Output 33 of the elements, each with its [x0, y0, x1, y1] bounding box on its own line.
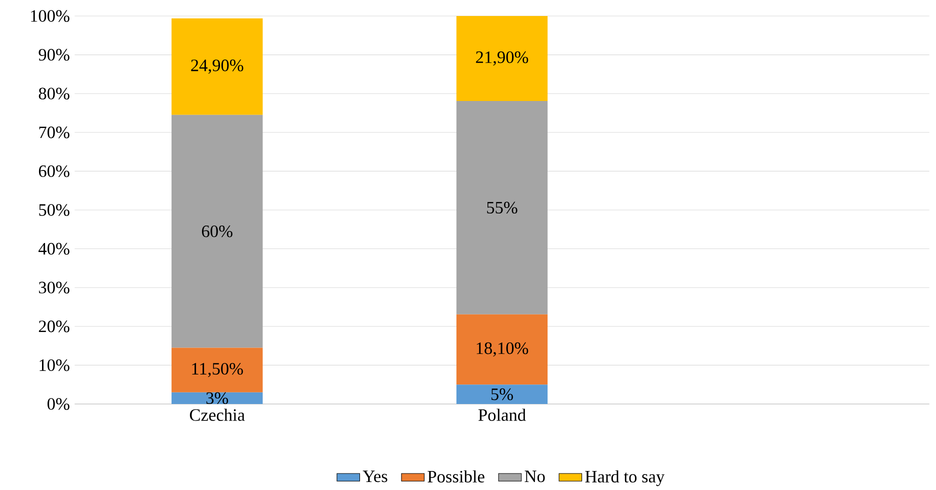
y-tick-label: 60% — [38, 165, 70, 178]
bar — [456, 384, 548, 404]
data-label: 18,10% — [476, 342, 528, 357]
legend-label: Possible — [428, 470, 484, 483]
bar — [172, 348, 263, 393]
data-label: 60% — [202, 226, 232, 238]
y-tick-label: 10% — [40, 359, 70, 372]
bar — [172, 115, 263, 348]
x-tick-label: Poland — [478, 408, 526, 422]
y-tick-label: 20% — [38, 320, 70, 332]
data-label: 21,90% — [476, 52, 528, 66]
data-label: 24,90% — [191, 60, 244, 74]
y-tick-label: 40% — [38, 243, 70, 255]
data-label: 11,50% — [192, 363, 243, 378]
data-label: 55% — [487, 202, 518, 214]
legend-label: Hard to say — [585, 470, 665, 486]
data-label: 3% — [206, 392, 228, 404]
bar — [456, 16, 548, 102]
y-tick-label: 90% — [38, 49, 70, 61]
bar — [456, 314, 548, 385]
bar — [456, 101, 548, 315]
y-tick-label: 50% — [39, 204, 70, 216]
bar — [172, 18, 263, 116]
x-tick-label: Czechia — [190, 408, 245, 422]
legend-label: No — [524, 470, 545, 482]
legend-label: Yes — [362, 470, 388, 482]
y-tick-label: 0% — [48, 398, 70, 410]
y-tick-label: 80% — [38, 88, 70, 100]
y-tick-label: 30% — [39, 282, 70, 294]
bar — [172, 392, 263, 404]
y-tick-label: 70% — [39, 126, 70, 138]
data-label: 5% — [491, 388, 513, 400]
y-tick-label: 100% — [31, 10, 70, 22]
